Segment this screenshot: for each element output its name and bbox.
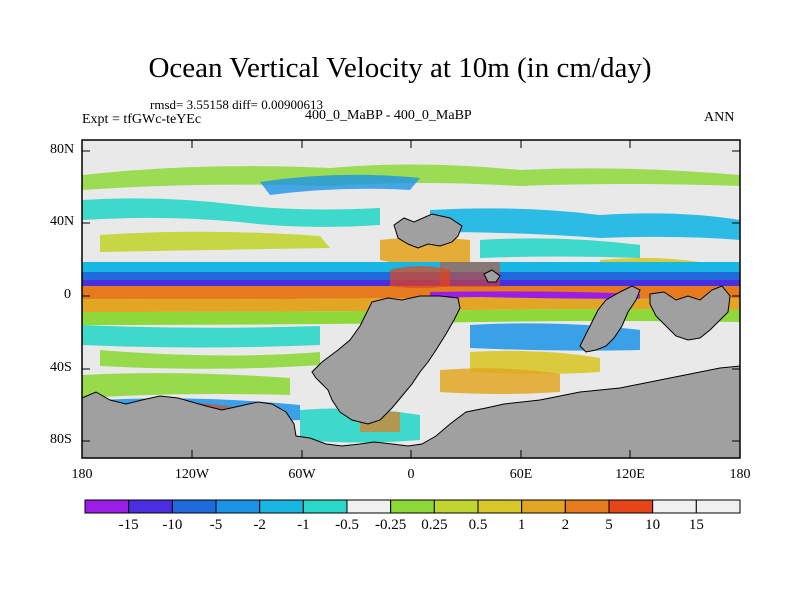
lat-tick-label: 40S: [50, 360, 72, 375]
land-masses: [81, 213, 741, 459]
colorbar-swatch: [652, 499, 697, 514]
colorbar-label: -10: [162, 517, 183, 533]
colorbar: [84, 499, 741, 514]
colorbar-swatch: [390, 499, 435, 514]
colorbar-swatch: [215, 499, 261, 514]
lon-tick-label: 120W: [174, 467, 210, 482]
colorbar-label: -5: [209, 517, 223, 533]
lat-tick-label: 0: [64, 287, 71, 302]
lon-tick-label: 180: [729, 467, 751, 482]
colorbar-label: 2: [561, 517, 570, 533]
colorbar-swatch: [433, 499, 479, 514]
colorbar-label: -15: [118, 517, 139, 533]
colorbar-label: -1: [297, 517, 310, 533]
lon-tick-label: 180: [71, 467, 93, 482]
colorbar-swatch: [695, 499, 741, 514]
colorbar-label: 1: [517, 517, 526, 533]
colorbar-label: 0.5: [468, 517, 488, 533]
map-panel: [81, 139, 741, 459]
lat-tick-label: 40N: [50, 214, 75, 229]
subtitle: 400_0_MaBP - 400_0_MaBP: [305, 108, 472, 123]
lon-tick-label: 0: [407, 467, 415, 482]
lat-tick-label: 80S: [50, 432, 72, 447]
colorbar-swatch: [128, 499, 173, 514]
season-label: ANN: [704, 110, 735, 125]
colorbar-swatch: [564, 499, 610, 514]
lon-tick-label: 60E: [509, 467, 533, 482]
experiment-label: Expt = tfGWc-teYEc: [82, 112, 202, 127]
chart-title: Ocean Vertical Velocity at 10m (in cm/da…: [148, 52, 652, 84]
colorbar-swatch: [521, 499, 566, 514]
stats-text: rmsd= 3.55158 diff= 0.00900613: [150, 97, 323, 112]
lon-tick-label: 60W: [288, 467, 316, 482]
colorbar-swatch: [608, 499, 654, 514]
colorbar-label: -0.25: [375, 517, 407, 533]
colorbar-swatch: [171, 499, 217, 514]
lon-tick-label: 120E: [615, 467, 645, 482]
colorbar-label: 15: [688, 517, 704, 533]
colorbar-label: 0.25: [421, 517, 448, 533]
colorbar-swatch: [477, 499, 523, 514]
colorbar-label: 10: [645, 517, 661, 533]
lat-tick-marks: [82, 150, 740, 442]
lat-tick-label: 80N: [50, 142, 75, 157]
colorbar-swatch: [302, 499, 348, 514]
lon-tick-marks: [191, 140, 631, 458]
colorbar-swatch: [346, 499, 392, 514]
colorbar-swatch: [259, 499, 304, 514]
colorbar-label: -2: [253, 517, 266, 533]
colorbar-swatch: [84, 499, 130, 514]
colorbar-label: 5: [605, 517, 613, 533]
colorbar-label: -0.5: [335, 517, 359, 533]
